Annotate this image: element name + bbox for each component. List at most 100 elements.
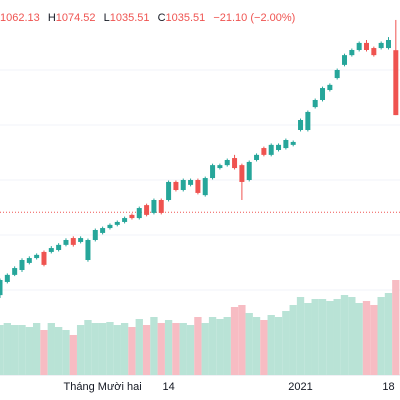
- volume-bar: [128, 327, 136, 375]
- candle-body: [232, 158, 238, 169]
- volume-bar: [186, 325, 195, 375]
- candle-body: [4, 274, 10, 282]
- volume-bar: [304, 303, 312, 375]
- high-key: H: [48, 12, 56, 24]
- volume-bar: [216, 319, 224, 375]
- close-key: C: [158, 12, 166, 24]
- volume-bar: [18, 325, 26, 375]
- volume-bar: [62, 330, 70, 375]
- candle-body: [107, 224, 113, 229]
- volume-bar: [76, 325, 85, 375]
- candle-body: [56, 244, 62, 250]
- volume-bar: [40, 330, 48, 375]
- candle-body: [312, 100, 318, 108]
- candle-body: [356, 42, 362, 50]
- candle-body: [100, 228, 106, 233]
- candle-body: [378, 42, 384, 49]
- candle-body: [202, 178, 208, 196]
- candle-body: [0, 280, 3, 296]
- open-value: 1062.13: [0, 12, 40, 24]
- volume-bar: [230, 307, 239, 375]
- volume-bar: [106, 322, 114, 375]
- candle-body: [334, 70, 340, 79]
- volume-bar: [223, 317, 231, 375]
- candle-body: [85, 240, 91, 260]
- volume-bar: [252, 317, 261, 375]
- x-tick-label: 2021: [288, 381, 312, 393]
- volume-bar: [32, 323, 41, 375]
- candle-body: [78, 238, 84, 242]
- volume-bar: [172, 323, 180, 375]
- volume-bar: [3, 323, 11, 375]
- volume-bar: [355, 303, 363, 375]
- candle-body: [217, 165, 223, 169]
- candle-body: [290, 141, 296, 145]
- candle-body: [261, 148, 267, 155]
- candle-body: [371, 48, 377, 56]
- candle-body: [114, 221, 120, 225]
- candle-body: [92, 230, 98, 240]
- volume-bar: [282, 311, 290, 375]
- low-value: 1035.51: [110, 12, 150, 24]
- candle-body: [283, 140, 289, 149]
- x-tick-label: 18: [382, 381, 394, 393]
- candle-body: [195, 180, 201, 193]
- volume-bar: [47, 323, 55, 375]
- candle-body: [305, 111, 311, 130]
- candle-body: [364, 42, 369, 50]
- volume-bar: [318, 299, 327, 375]
- candle-body: [173, 181, 179, 190]
- volume-bar: [289, 305, 297, 375]
- candle-body: [26, 258, 32, 263]
- volume-bar: [245, 313, 253, 375]
- volume-bar: [91, 323, 99, 375]
- volume-bar: [25, 327, 33, 375]
- candle-body: [129, 214, 135, 219]
- candle-body: [136, 208, 142, 219]
- candle-body: [224, 160, 230, 166]
- volume-bar: [179, 323, 187, 375]
- volume-bar: [392, 280, 400, 375]
- volume-bar: [201, 323, 209, 375]
- volume-bar: [362, 301, 371, 375]
- volume-bar: [267, 315, 275, 375]
- candle-body: [393, 50, 399, 116]
- plot-area: [0, 19, 400, 375]
- x-tick-label: 14: [162, 381, 174, 393]
- candle-body: [151, 200, 157, 213]
- candle-body: [239, 165, 245, 182]
- candle-body: [122, 218, 128, 222]
- candle-body: [254, 154, 260, 160]
- candle-body: [34, 254, 40, 259]
- candle-body: [298, 120, 304, 130]
- volume-bar: [135, 319, 143, 375]
- volume-bar: [333, 299, 341, 375]
- candle-body: [276, 144, 282, 150]
- volume-bar: [0, 325, 4, 375]
- candle-body: [342, 55, 348, 65]
- candle-body: [70, 238, 76, 245]
- candle-body: [327, 84, 333, 90]
- volume-bar: [370, 305, 378, 375]
- candle-body: [63, 240, 69, 245]
- volume-bar: [311, 299, 319, 375]
- volume-bar: [326, 301, 334, 375]
- candle-body: [180, 180, 186, 190]
- candle-body: [349, 50, 355, 56]
- volume-bar: [150, 317, 158, 375]
- high-value: 1074.52: [56, 12, 96, 24]
- candle-body: [210, 165, 216, 179]
- volume-bar: [142, 325, 151, 375]
- volume-bar: [238, 305, 246, 375]
- candle-body: [188, 180, 194, 185]
- volume-bar: [113, 325, 121, 375]
- volume-bar: [274, 317, 283, 375]
- volume-bar: [84, 320, 92, 375]
- candle-body: [41, 251, 47, 265]
- candle-body: [48, 248, 54, 252]
- volume-bar: [120, 323, 129, 375]
- volume-bar: [208, 317, 217, 375]
- candle-body: [12, 268, 18, 275]
